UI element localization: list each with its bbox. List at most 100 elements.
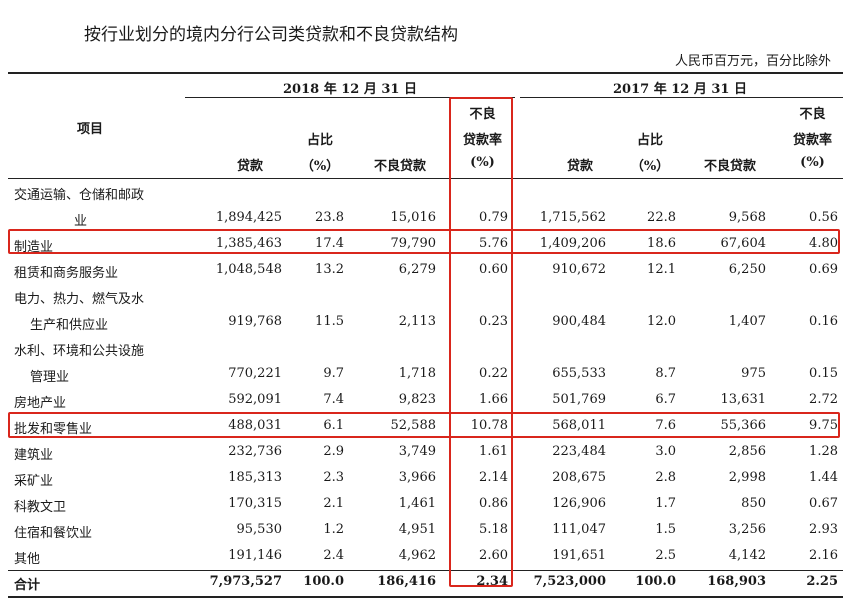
- cell-npl-2018: 79,790: [390, 236, 437, 251]
- cell-npl-2018: 2,113: [398, 314, 436, 329]
- cell-npl-2017: 13,631: [720, 392, 767, 407]
- table-row: 制造业 1,385,463 17.4 79,790 5.76 1,409,206 18.6 6…: [8, 232, 843, 258]
- row-label: 采矿业: [14, 474, 54, 489]
- total-loans-2018: 7,973,527: [209, 574, 282, 589]
- header-nplratio-2017-1: 不良: [799, 107, 826, 122]
- row-label: 建筑业: [14, 448, 54, 463]
- cell-share-2017: 6.7: [655, 392, 676, 407]
- cell-npl-2018: 52,588: [390, 418, 437, 433]
- cell-share-2017: 2.5: [655, 548, 676, 563]
- cell-nplratio-2018: 5.76: [479, 236, 508, 251]
- row-label: 业: [74, 214, 88, 229]
- cell-nplratio-2018: 1.61: [479, 444, 508, 459]
- cell-loans-2018: 170,315: [228, 496, 282, 511]
- cell-npl-2018: 4,962: [398, 548, 436, 563]
- cell-share-2017: 7.6: [655, 418, 676, 433]
- period-2017: 2017 年 12 月 31 日: [613, 82, 747, 97]
- cell-npl-2017: 9,568: [728, 210, 766, 225]
- cell-loans-2017: 1,715,562: [539, 210, 606, 225]
- cell-nplratio-2017: 9.75: [809, 418, 838, 433]
- highlight-npl-ratio-column: [449, 97, 513, 587]
- cell-nplratio-2018: 2.14: [479, 470, 508, 485]
- cell-share-2018: 2.1: [323, 496, 344, 511]
- period-2018-rule: [185, 97, 515, 98]
- cell-loans-2018: 1,048,548: [215, 262, 282, 277]
- cell-nplratio-2018: 1.66: [479, 392, 508, 407]
- cell-npl-2017: 6,250: [728, 262, 766, 277]
- header-share-2017-bottom: （%）: [630, 159, 670, 174]
- cell-loans-2018: 1,385,463: [215, 236, 282, 251]
- row-label: 制造业: [14, 240, 54, 255]
- cell-nplratio-2017: 0.56: [809, 210, 838, 225]
- row-label: 其他: [14, 552, 41, 567]
- cell-npl-2018: 6,279: [398, 262, 436, 277]
- top-rule: [8, 72, 843, 74]
- table-row: 租赁和商务服务业 1,048,548 13.2 6,279 0.60 910,672 12.…: [8, 258, 843, 284]
- cell-loans-2018: 770,221: [228, 366, 282, 381]
- cell-nplratio-2017: 2.16: [809, 548, 838, 563]
- row-label: 房地产业: [14, 396, 67, 411]
- cell-share-2017: 12.1: [647, 262, 676, 277]
- row-label: 批发和零售业: [14, 422, 93, 437]
- cell-npl-2017: 975: [741, 366, 766, 381]
- total-share-2018: 100.0: [303, 574, 344, 589]
- cell-loans-2018: 232,736: [228, 444, 282, 459]
- header-nplratio-2018-1: 不良: [469, 107, 496, 122]
- cell-npl-2018: 3,749: [398, 444, 436, 459]
- cell-npl-2017: 850: [741, 496, 766, 511]
- cell-share-2017: 1.5: [655, 522, 676, 537]
- cell-npl-2017: 2,998: [728, 470, 766, 485]
- cell-share-2017: 2.8: [655, 470, 676, 485]
- header-nplratio-2017-3: (%): [800, 155, 825, 170]
- total-npl-2018: 186,416: [377, 574, 436, 589]
- table-row: 交通运输、仓储和邮政业 1,894,425 23.8 15,016 0.79 1,715,…: [8, 180, 843, 232]
- cell-npl-2017: 67,604: [720, 236, 767, 251]
- cell-npl-2017: 1,407: [728, 314, 766, 329]
- cell-loans-2018: 185,313: [228, 470, 282, 485]
- cell-loans-2017: 655,533: [552, 366, 606, 381]
- total-top-rule: [8, 570, 843, 571]
- cell-loans-2018: 95,530: [236, 522, 283, 537]
- row-label: 住宿和餐饮业: [14, 526, 93, 541]
- cell-loans-2017: 111,047: [552, 522, 606, 537]
- header-npl-2017: 不良贷款: [703, 159, 756, 174]
- table-row: 科教文卫 170,315 2.1 1,461 0.86 126,906 1.7 850 0.67: [8, 492, 843, 518]
- cell-loans-2017: 910,672: [552, 262, 606, 277]
- header-nplratio-2018-3: (%): [470, 155, 495, 170]
- cell-loans-2017: 191,651: [552, 548, 606, 563]
- total-loans-2017: 7,523,000: [533, 574, 606, 589]
- cell-nplratio-2018: 0.60: [479, 262, 508, 277]
- table-row: 其他 191,146 2.4 4,962 2.60 191,651 2.5 4,142 2.16: [8, 544, 843, 570]
- highlight-manufacturing-row: [8, 229, 840, 254]
- period-2018: 2018 年 12 月 31 日: [283, 82, 417, 97]
- cell-loans-2017: 126,906: [552, 496, 606, 511]
- unit-note: 人民币百万元，百分比除外: [674, 54, 831, 69]
- cell-share-2018: 11.5: [315, 314, 344, 329]
- cell-nplratio-2018: 0.86: [479, 496, 508, 511]
- cell-loans-2017: 1,409,206: [539, 236, 606, 251]
- table-row: 水利、环境和公共设施 管理业 770,221 9.7 1,718 0.22 655,533 8…: [8, 336, 843, 388]
- cell-share-2018: 13.2: [315, 262, 344, 277]
- table-row: 房地产业 592,091 7.4 9,823 1.66 501,769 6.7 13,631 2…: [8, 388, 843, 414]
- cell-share-2017: 3.0: [655, 444, 676, 459]
- cell-nplratio-2017: 2.93: [809, 522, 838, 537]
- cell-share-2017: 8.7: [655, 366, 676, 381]
- row-label: 管理业: [30, 370, 70, 385]
- cell-nplratio-2018: 10.78: [470, 418, 508, 433]
- table-row: 电力、热力、燃气及水 生产和供应业 919,768 11.5 2,113 0.23 900,…: [8, 284, 843, 336]
- cell-nplratio-2017: 0.16: [809, 314, 838, 329]
- cell-share-2018: 1.2: [323, 522, 344, 537]
- cell-share-2017: 1.7: [655, 496, 676, 511]
- cell-npl-2018: 15,016: [390, 210, 437, 225]
- cell-share-2018: 2.4: [323, 548, 344, 563]
- header-share-2017-top: 占比: [636, 133, 663, 148]
- cell-npl-2018: 1,718: [398, 366, 436, 381]
- cell-share-2017: 12.0: [647, 314, 676, 329]
- cell-nplratio-2017: 1.28: [809, 444, 838, 459]
- highlight-wholesale-retail-row: [8, 412, 840, 438]
- table-row: 住宿和餐饮业 95,530 1.2 4,951 5.18 111,047 1.5 3,256 2…: [8, 518, 843, 544]
- total-row: 合计 7,973,527 100.0 186,416 2.34 7,523,00…: [8, 574, 843, 596]
- cell-loans-2018: 919,768: [228, 314, 282, 329]
- cell-npl-2018: 1,461: [398, 496, 436, 511]
- total-nplratio-2017: 2.25: [806, 574, 838, 589]
